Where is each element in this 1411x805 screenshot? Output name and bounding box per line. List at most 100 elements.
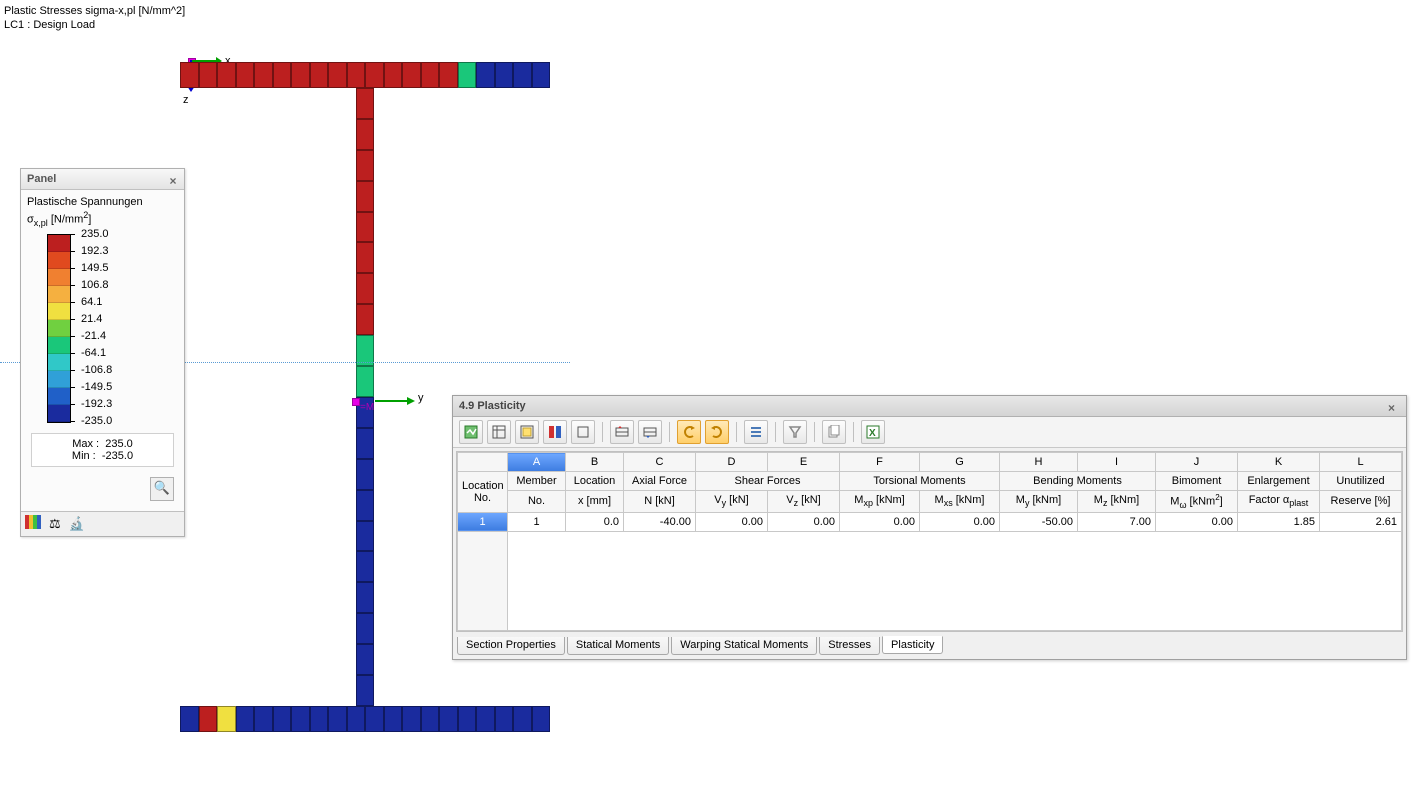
col-I[interactable]: I [1078,453,1156,472]
results-toolbar: X [453,417,1406,448]
legend-value: -64.1 [81,348,106,359]
col-C[interactable]: C [624,453,696,472]
results-tabs: Section PropertiesStatical MomentsWarpin… [453,635,1406,659]
legend-footer-color-icon[interactable] [25,515,41,532]
flange-cell [236,706,255,732]
hdr-member: Member [508,472,566,491]
flange-cell [384,62,403,88]
web-cell [356,150,374,181]
hdr-location: Location [566,472,624,491]
col-J[interactable]: J [1156,453,1238,472]
legend-zoom-row: 🔍 [27,475,178,505]
legend-tick [71,421,75,422]
results-table: A B C D E F G H I J K L LocationNo. Memb… [457,452,1402,631]
web-cell [356,459,374,490]
col-E[interactable]: E [768,453,840,472]
cell-x: 0.0 [566,512,624,531]
unit-member: No. [508,491,566,513]
unit-mw: Mω [kNm2] [1156,491,1238,513]
toolbar-btn-7[interactable] [638,420,662,444]
legend-footer-balance-icon[interactable]: ⚖ [49,516,61,532]
legend-minmax: Max : 235.0 Min : -235.0 [31,433,174,467]
col-A[interactable]: A [508,453,566,472]
results-tab[interactable]: Section Properties [457,637,565,655]
toolbar-btn-6[interactable] [610,420,634,444]
toolbar-btn-redo[interactable] [705,420,729,444]
web-cell [356,582,374,613]
flange-cell [291,62,310,88]
flange-cell [199,706,218,732]
flange-cell [513,706,532,732]
toolbar-btn-1[interactable] [459,420,483,444]
group-header-row: LocationNo. Member Location Axial Force … [458,472,1402,491]
legend-tick [71,302,75,303]
legend-value: -106.8 [81,365,112,376]
toolbar-btn-filter[interactable] [783,420,807,444]
web-cell [356,119,374,150]
col-K[interactable]: K [1238,453,1320,472]
legend-zoom-button[interactable]: 🔍 [150,477,174,501]
flange-cell [495,62,514,88]
legend-color-swatch [48,303,70,320]
legend-min-value: -235.0 [102,450,133,462]
legend-value: 192.3 [81,246,109,257]
flange-cell [347,706,366,732]
legend-color-swatch [48,371,70,388]
legend-value: -192.3 [81,399,112,410]
flange-cell [254,706,273,732]
legend-tick [71,353,75,354]
legend-value: -21.4 [81,331,106,342]
cell-My: -50.00 [1000,512,1078,531]
toolbar-sep-4 [775,422,776,442]
toolbar-btn-excel[interactable]: X [861,420,885,444]
legend-tick [71,387,75,388]
results-tab[interactable]: Statical Moments [567,637,669,655]
col-G[interactable]: G [920,453,1000,472]
toolbar-btn-undo[interactable] [677,420,701,444]
cell-loc: 1 [458,512,508,531]
cell-factor: 1.85 [1238,512,1320,531]
flange-cell [421,62,440,88]
col-H[interactable]: H [1000,453,1078,472]
hdr-axial: Axial Force [624,472,696,491]
toolbar-btn-4[interactable] [543,420,567,444]
legend-tick [71,251,75,252]
cell-Mxs: 0.00 [920,512,1000,531]
flange-cell [273,62,292,88]
results-tab[interactable]: Stresses [819,637,880,655]
corner-cell [458,453,508,472]
col-F[interactable]: F [840,453,920,472]
flange-cell [328,706,347,732]
web-cell [356,613,374,644]
col-L[interactable]: L [1320,453,1402,472]
legend-value: 21.4 [81,314,102,325]
col-D[interactable]: D [696,453,768,472]
flange-cell [458,706,477,732]
flange-cell [180,706,199,732]
toolbar-btn-copy[interactable] [822,420,846,444]
legend-tick [71,234,75,235]
legend-footer-microscope-icon[interactable]: 🔬 [69,516,85,532]
flange-cell [513,62,532,88]
toolbar-btn-2[interactable] [487,420,511,444]
hdr-enlargement: Enlargement [1238,472,1320,491]
legend-color-swatch [48,320,70,337]
toolbar-btn-3[interactable] [515,420,539,444]
toolbar-btn-list[interactable] [744,420,768,444]
legend-value: -235.0 [81,416,112,427]
flange-cell [495,706,514,732]
results-tab[interactable]: Plasticity [882,636,943,654]
col-B[interactable]: B [566,453,624,472]
unit-location: x [mm] [566,491,624,513]
web-cell [356,88,374,119]
table-row[interactable]: 1 1 0.0 -40.00 0.00 0.00 0.00 0.00 -50.0… [458,512,1402,531]
toolbar-sep-1 [602,422,603,442]
web-cell [356,428,374,459]
legend-max-label: Max : [72,438,99,450]
legend-close-button[interactable]: × [166,171,180,185]
results-close-button[interactable]: × [1388,398,1402,412]
flange-cell [402,62,421,88]
unit-mxs: Mxs [kNm] [920,491,1000,513]
results-tab[interactable]: Warping Statical Moments [671,637,817,655]
toolbar-btn-5[interactable] [571,420,595,444]
